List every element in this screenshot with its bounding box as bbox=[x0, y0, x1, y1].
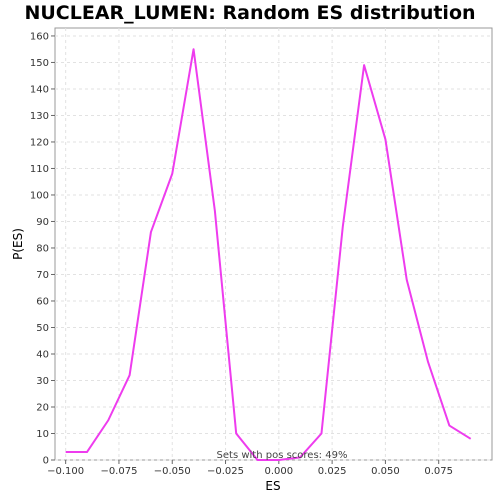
x-tick-label: −0.100 bbox=[47, 466, 84, 477]
y-tick-label: 0 bbox=[43, 456, 49, 467]
chart-title: NUCLEAR_LUMEN: Random ES distribution bbox=[24, 2, 475, 24]
y-tick-label: 80 bbox=[36, 243, 49, 254]
y-tick-label: 110 bbox=[30, 164, 49, 175]
y-axis-label: P(ES) bbox=[11, 228, 25, 260]
y-axis: 0 10 20 30 40 50 60 70 80 90 100 110 120 130 140 150 160 bbox=[30, 31, 55, 467]
y-tick-label: 130 bbox=[30, 111, 49, 122]
annotation-pos-scores: Sets with pos scores: 49% bbox=[217, 450, 348, 461]
y-tick-label: 30 bbox=[36, 376, 49, 387]
plot-area bbox=[54, 27, 493, 461]
x-tick-label: −0.025 bbox=[207, 466, 244, 477]
y-tick-label: 100 bbox=[30, 190, 49, 201]
y-tick-label: 40 bbox=[36, 349, 49, 360]
y-tick-label: 140 bbox=[30, 84, 49, 95]
grid bbox=[55, 28, 492, 461]
y-tick-label: 160 bbox=[30, 31, 49, 42]
y-tick-label: 60 bbox=[36, 296, 49, 307]
y-tick-label: 10 bbox=[36, 429, 49, 440]
x-tick-label: 0.025 bbox=[318, 466, 347, 477]
y-tick-label: 150 bbox=[30, 58, 49, 69]
x-tick-label: 0.075 bbox=[424, 466, 453, 477]
y-tick-label: 120 bbox=[30, 137, 49, 148]
y-tick-label: 70 bbox=[36, 270, 49, 281]
x-axis-label: ES bbox=[265, 479, 280, 493]
x-tick-label: 0.000 bbox=[265, 466, 294, 477]
x-tick-label: 0.050 bbox=[371, 466, 400, 477]
x-tick-label: −0.050 bbox=[154, 466, 191, 477]
x-axis: −0.100 −0.075 −0.050 −0.025 0.000 0.025 0.050 0… bbox=[47, 460, 453, 477]
y-tick-label: 50 bbox=[36, 323, 49, 334]
x-tick-label: −0.075 bbox=[100, 466, 137, 477]
series-line bbox=[65, 48, 472, 461]
y-tick-label: 90 bbox=[36, 217, 49, 228]
y-tick-label: 20 bbox=[36, 402, 49, 413]
